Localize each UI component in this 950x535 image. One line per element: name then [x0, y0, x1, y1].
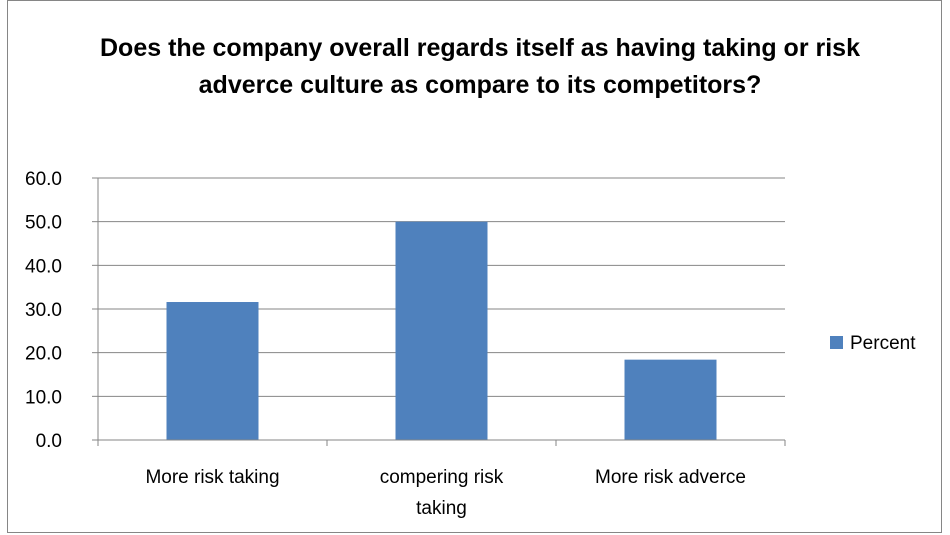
y-tick-label: 0.0: [36, 431, 62, 452]
bar: [166, 302, 259, 440]
legend-label: Percent: [850, 333, 916, 354]
bar: [624, 359, 717, 440]
chart-title: Does the company overall regards itself …: [100, 34, 860, 99]
y-tick-label: 50.0: [25, 213, 62, 234]
x-category-label: More risk adverce: [595, 467, 746, 488]
y-tick-label: 60.0: [25, 169, 62, 190]
legend-swatch: [830, 336, 843, 349]
x-category-label: compering risk taking: [380, 467, 504, 519]
y-tick-label: 30.0: [25, 300, 62, 321]
x-category-label: More risk taking: [145, 467, 279, 488]
y-tick-label: 40.0: [25, 256, 62, 277]
bar: [395, 221, 488, 440]
y-tick-label: 10.0: [25, 387, 62, 408]
y-tick-label: 20.0: [25, 344, 62, 365]
